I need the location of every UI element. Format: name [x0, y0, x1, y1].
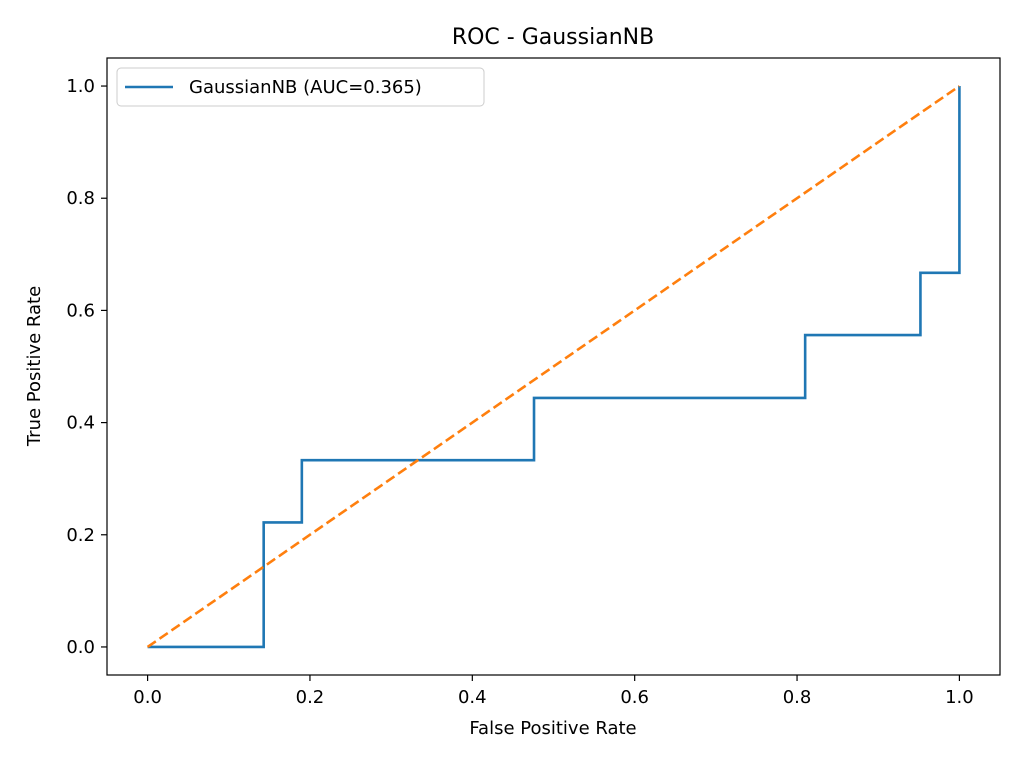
- x-tick-label: 0.0: [133, 687, 162, 708]
- x-tick-label: 0.4: [458, 687, 487, 708]
- y-axis: 0.0 0.2 0.4 0.6 0.8 1.0: [66, 76, 107, 658]
- x-tick-label: 1.0: [945, 687, 974, 708]
- x-tick-label: 0.2: [296, 687, 325, 708]
- y-tick-label: 0.4: [66, 413, 95, 434]
- legend: GaussianNB (AUC=0.365): [116, 67, 485, 107]
- plot-area: 0.0 0.2 0.4 0.6 0.8 1.0 0.0 0.2 0.4 0.6 0.8 1.0: [66, 57, 1001, 708]
- y-tick-label: 1.0: [66, 76, 95, 97]
- series-layer: [146, 84, 961, 649]
- x-axis-label: False Positive Rate: [469, 718, 636, 739]
- y-tick-label: 0.0: [66, 637, 95, 658]
- roc-curve-line: [147, 86, 961, 649]
- y-tick-label: 0.2: [66, 525, 95, 546]
- x-tick-label: 0.8: [783, 687, 812, 708]
- chart-title: ROC - GaussianNB: [452, 25, 654, 50]
- legend-label: GaussianNB (AUC=0.365): [189, 77, 422, 98]
- y-tick-label: 0.8: [66, 188, 95, 209]
- axes-frame: [106, 57, 1001, 676]
- x-axis: 0.0 0.2 0.4 0.6 0.8 1.0: [133, 675, 974, 708]
- y-axis-label: True Positive Rate: [24, 286, 45, 447]
- x-tick-label: 0.6: [620, 687, 649, 708]
- legend-box: [116, 67, 485, 107]
- chance-diagonal-line: [146, 84, 961, 649]
- y-tick-label: 0.6: [66, 300, 95, 321]
